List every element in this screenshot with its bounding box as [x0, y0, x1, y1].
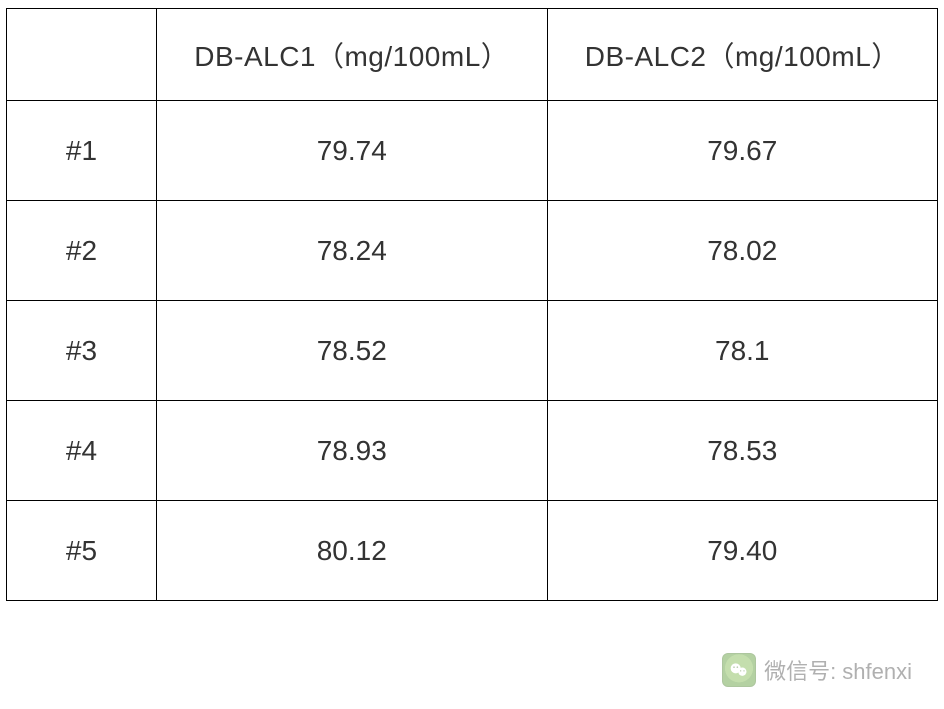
table-header-row: DB-ALC1（mg/100mL） DB-ALC2（mg/100mL）	[7, 9, 938, 101]
row-label: #5	[7, 501, 157, 601]
cell-alc2: 79.40	[547, 501, 938, 601]
cell-alc1: 78.52	[157, 301, 548, 401]
row-label: #1	[7, 101, 157, 201]
cell-alc1: 78.24	[157, 201, 548, 301]
cell-alc2: 79.67	[547, 101, 938, 201]
table-row: #5 80.12 79.40	[7, 501, 938, 601]
cell-alc1: 78.93	[157, 401, 548, 501]
row-label: #2	[7, 201, 157, 301]
cell-alc1: 80.12	[157, 501, 548, 601]
cell-alc1: 79.74	[157, 101, 548, 201]
table-row: #1 79.74 79.67	[7, 101, 938, 201]
row-label: #3	[7, 301, 157, 401]
cell-alc2: 78.1	[547, 301, 938, 401]
cell-alc2: 78.02	[547, 201, 938, 301]
watermark-text: 微信号: shfenxi	[764, 654, 912, 686]
table-header-col1: DB-ALC1（mg/100mL）	[157, 9, 548, 101]
table-row: #2 78.24 78.02	[7, 201, 938, 301]
wechat-icon	[722, 653, 756, 687]
row-label: #4	[7, 401, 157, 501]
data-table-container: DB-ALC1（mg/100mL） DB-ALC2（mg/100mL） #1 7…	[0, 0, 944, 601]
watermark: 微信号: shfenxi	[714, 649, 920, 691]
data-table: DB-ALC1（mg/100mL） DB-ALC2（mg/100mL） #1 7…	[6, 8, 938, 601]
table-row: #4 78.93 78.53	[7, 401, 938, 501]
table-header-blank	[7, 9, 157, 101]
table-row: #3 78.52 78.1	[7, 301, 938, 401]
table-header-col2: DB-ALC2（mg/100mL）	[547, 9, 938, 101]
cell-alc2: 78.53	[547, 401, 938, 501]
